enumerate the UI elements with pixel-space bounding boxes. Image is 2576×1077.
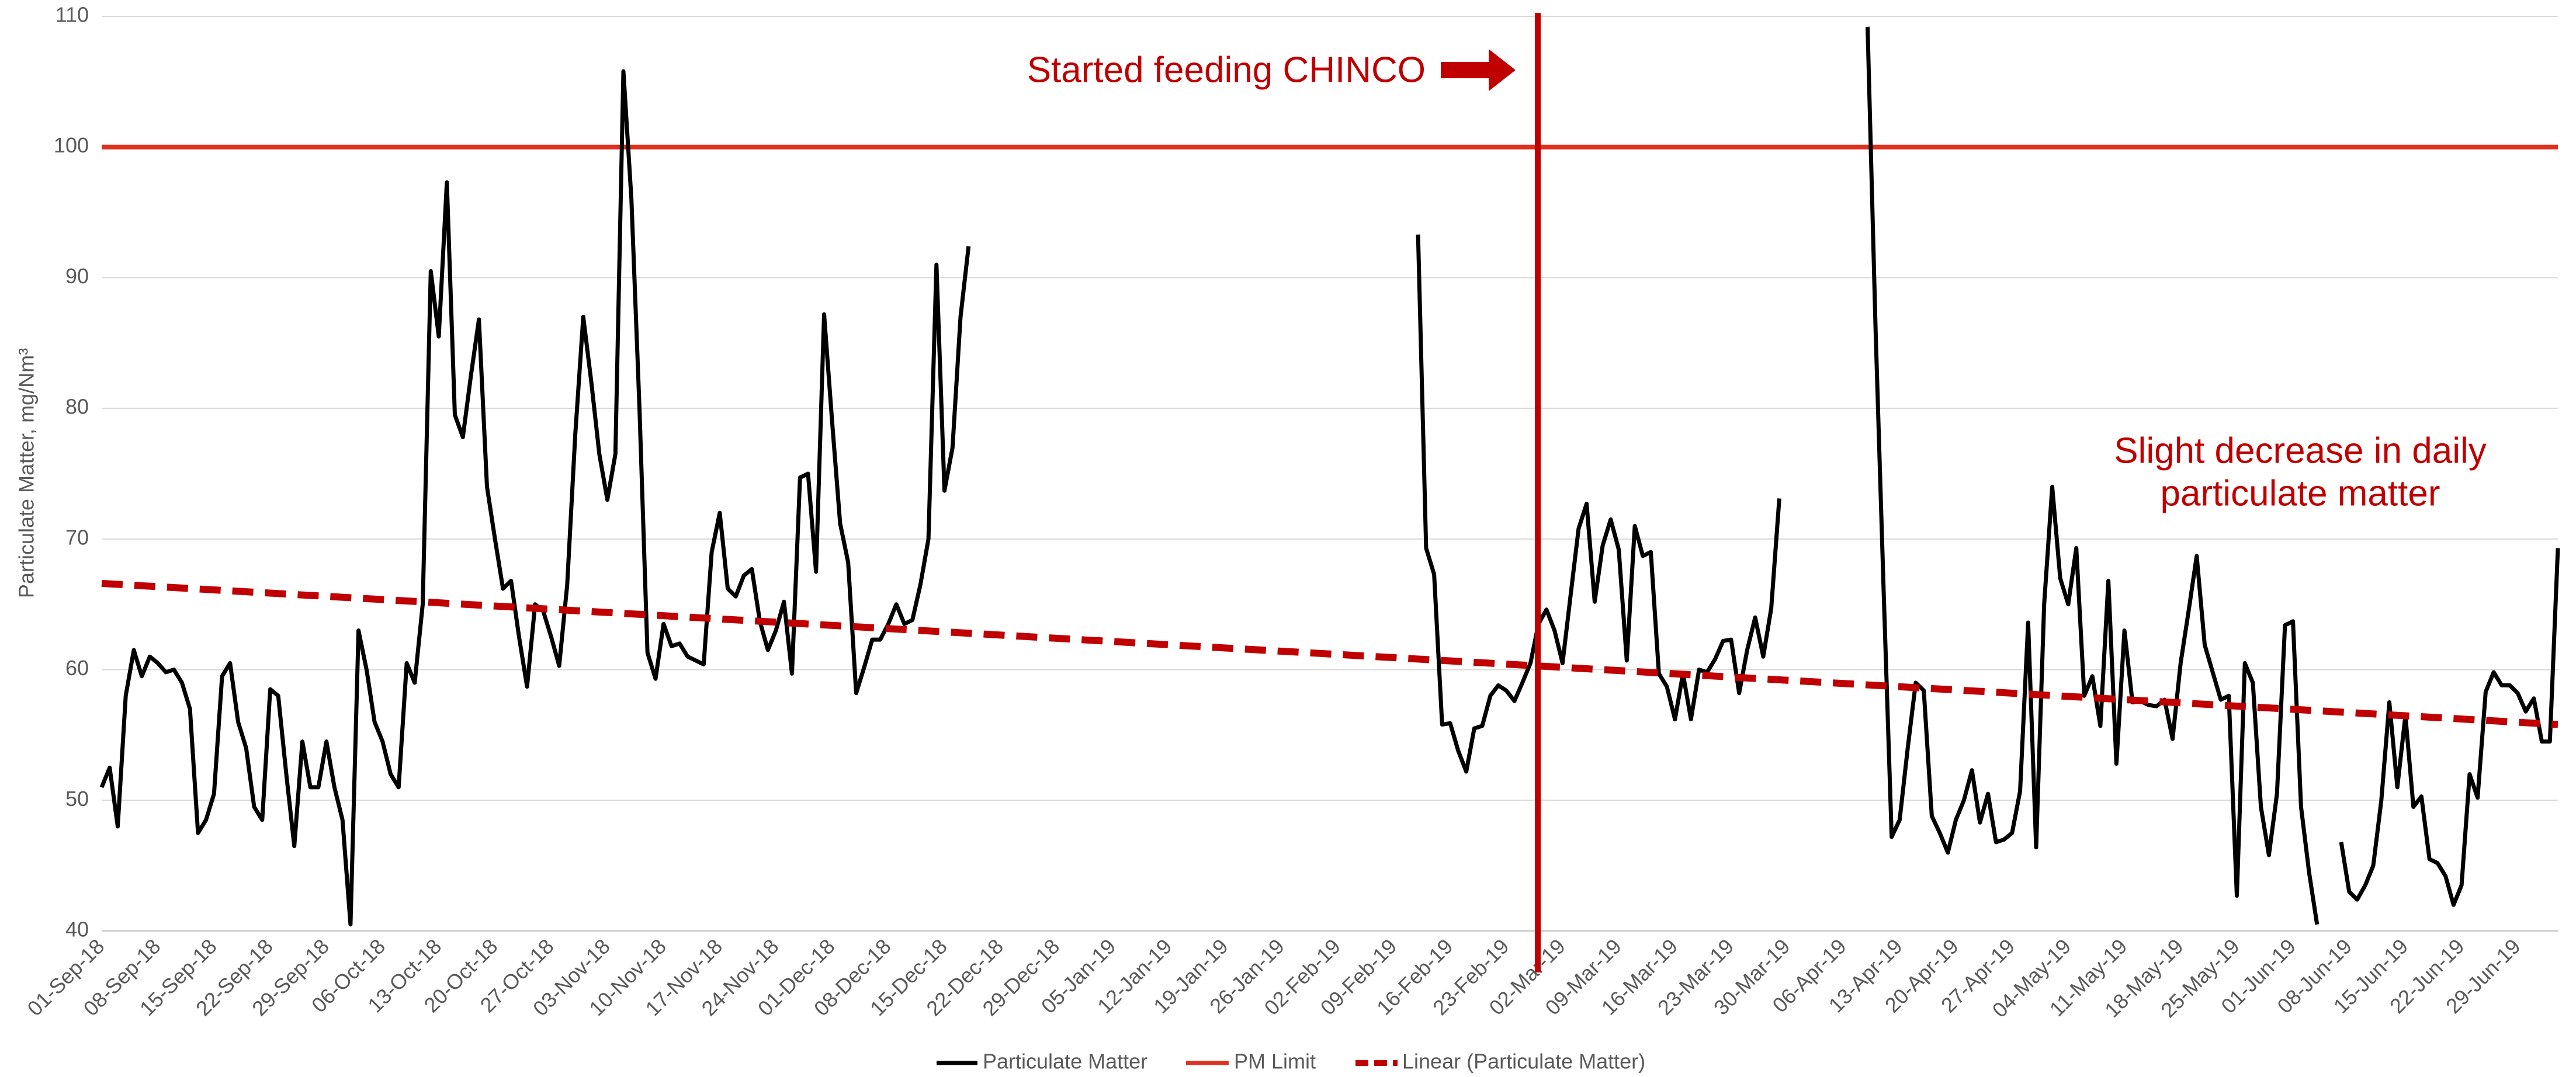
annotation: Started feeding CHINCO [1027, 50, 1426, 90]
y-axis-label: Particulate Matter, mg/Nm³ [15, 348, 39, 598]
y-tick-label: 70 [65, 525, 89, 549]
legend-label: PM Limit [1234, 1050, 1316, 1073]
y-tick-label: 60 [65, 656, 89, 680]
legend-label: Particulate Matter [983, 1050, 1147, 1073]
legend-label: Linear (Particulate Matter) [1402, 1050, 1645, 1073]
y-tick-label: 110 [56, 3, 89, 27]
y-tick-label: 50 [65, 787, 89, 811]
y-tick-label: 90 [65, 264, 89, 288]
y-tick-label: 40 [65, 918, 89, 941]
data-line [99, 26, 2560, 927]
trend-line [101, 579, 2558, 728]
y-tick-label: 80 [65, 395, 89, 419]
annotation-arrow [1441, 49, 1516, 91]
annotation: Slight decrease in daily [2114, 430, 2487, 471]
annotation: particulate matter [2161, 473, 2440, 513]
y-tick-label: 100 [54, 133, 89, 157]
